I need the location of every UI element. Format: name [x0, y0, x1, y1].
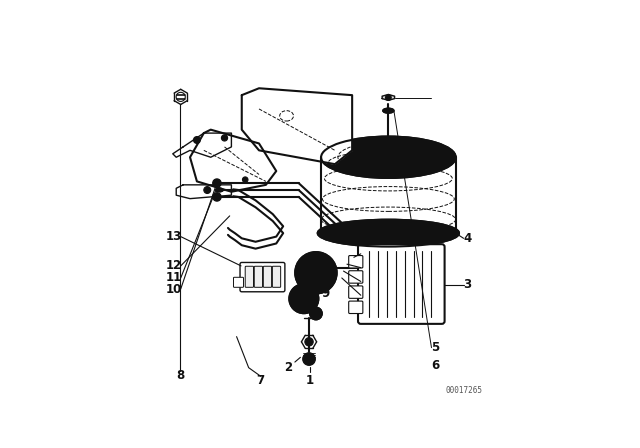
Circle shape: [386, 95, 391, 100]
Ellipse shape: [216, 188, 223, 192]
Text: 8: 8: [176, 369, 184, 382]
FancyBboxPatch shape: [240, 263, 285, 292]
Text: 13: 13: [165, 230, 182, 243]
FancyBboxPatch shape: [234, 277, 243, 287]
Circle shape: [243, 177, 248, 182]
Circle shape: [305, 338, 313, 346]
FancyBboxPatch shape: [273, 266, 281, 287]
Circle shape: [295, 252, 337, 293]
Polygon shape: [382, 95, 395, 100]
FancyBboxPatch shape: [358, 244, 445, 324]
Text: 6: 6: [431, 359, 439, 372]
Text: 4: 4: [463, 232, 472, 245]
Text: 10: 10: [165, 283, 182, 296]
Circle shape: [212, 193, 221, 201]
Text: 12: 12: [165, 259, 182, 272]
Ellipse shape: [383, 108, 394, 113]
FancyBboxPatch shape: [254, 266, 262, 287]
Text: 7: 7: [257, 374, 265, 387]
Text: 00017265: 00017265: [445, 386, 483, 395]
Circle shape: [212, 179, 221, 187]
Text: 3: 3: [463, 278, 472, 291]
Text: 2: 2: [284, 361, 292, 374]
FancyBboxPatch shape: [349, 301, 363, 314]
Circle shape: [310, 307, 322, 320]
Text: 11: 11: [165, 271, 182, 284]
FancyBboxPatch shape: [245, 266, 253, 287]
Polygon shape: [173, 133, 232, 157]
Circle shape: [289, 284, 318, 313]
Circle shape: [221, 135, 228, 141]
Ellipse shape: [321, 137, 456, 178]
Polygon shape: [176, 185, 232, 198]
Text: 9: 9: [321, 287, 330, 300]
FancyBboxPatch shape: [349, 286, 363, 298]
Polygon shape: [242, 88, 352, 164]
Circle shape: [204, 186, 211, 194]
Ellipse shape: [317, 220, 459, 246]
Text: 5: 5: [431, 341, 439, 354]
Circle shape: [193, 137, 200, 143]
Polygon shape: [190, 129, 276, 192]
Text: 1: 1: [306, 374, 314, 387]
FancyBboxPatch shape: [349, 255, 363, 268]
Circle shape: [303, 353, 316, 365]
FancyBboxPatch shape: [349, 271, 363, 283]
FancyBboxPatch shape: [263, 266, 271, 287]
